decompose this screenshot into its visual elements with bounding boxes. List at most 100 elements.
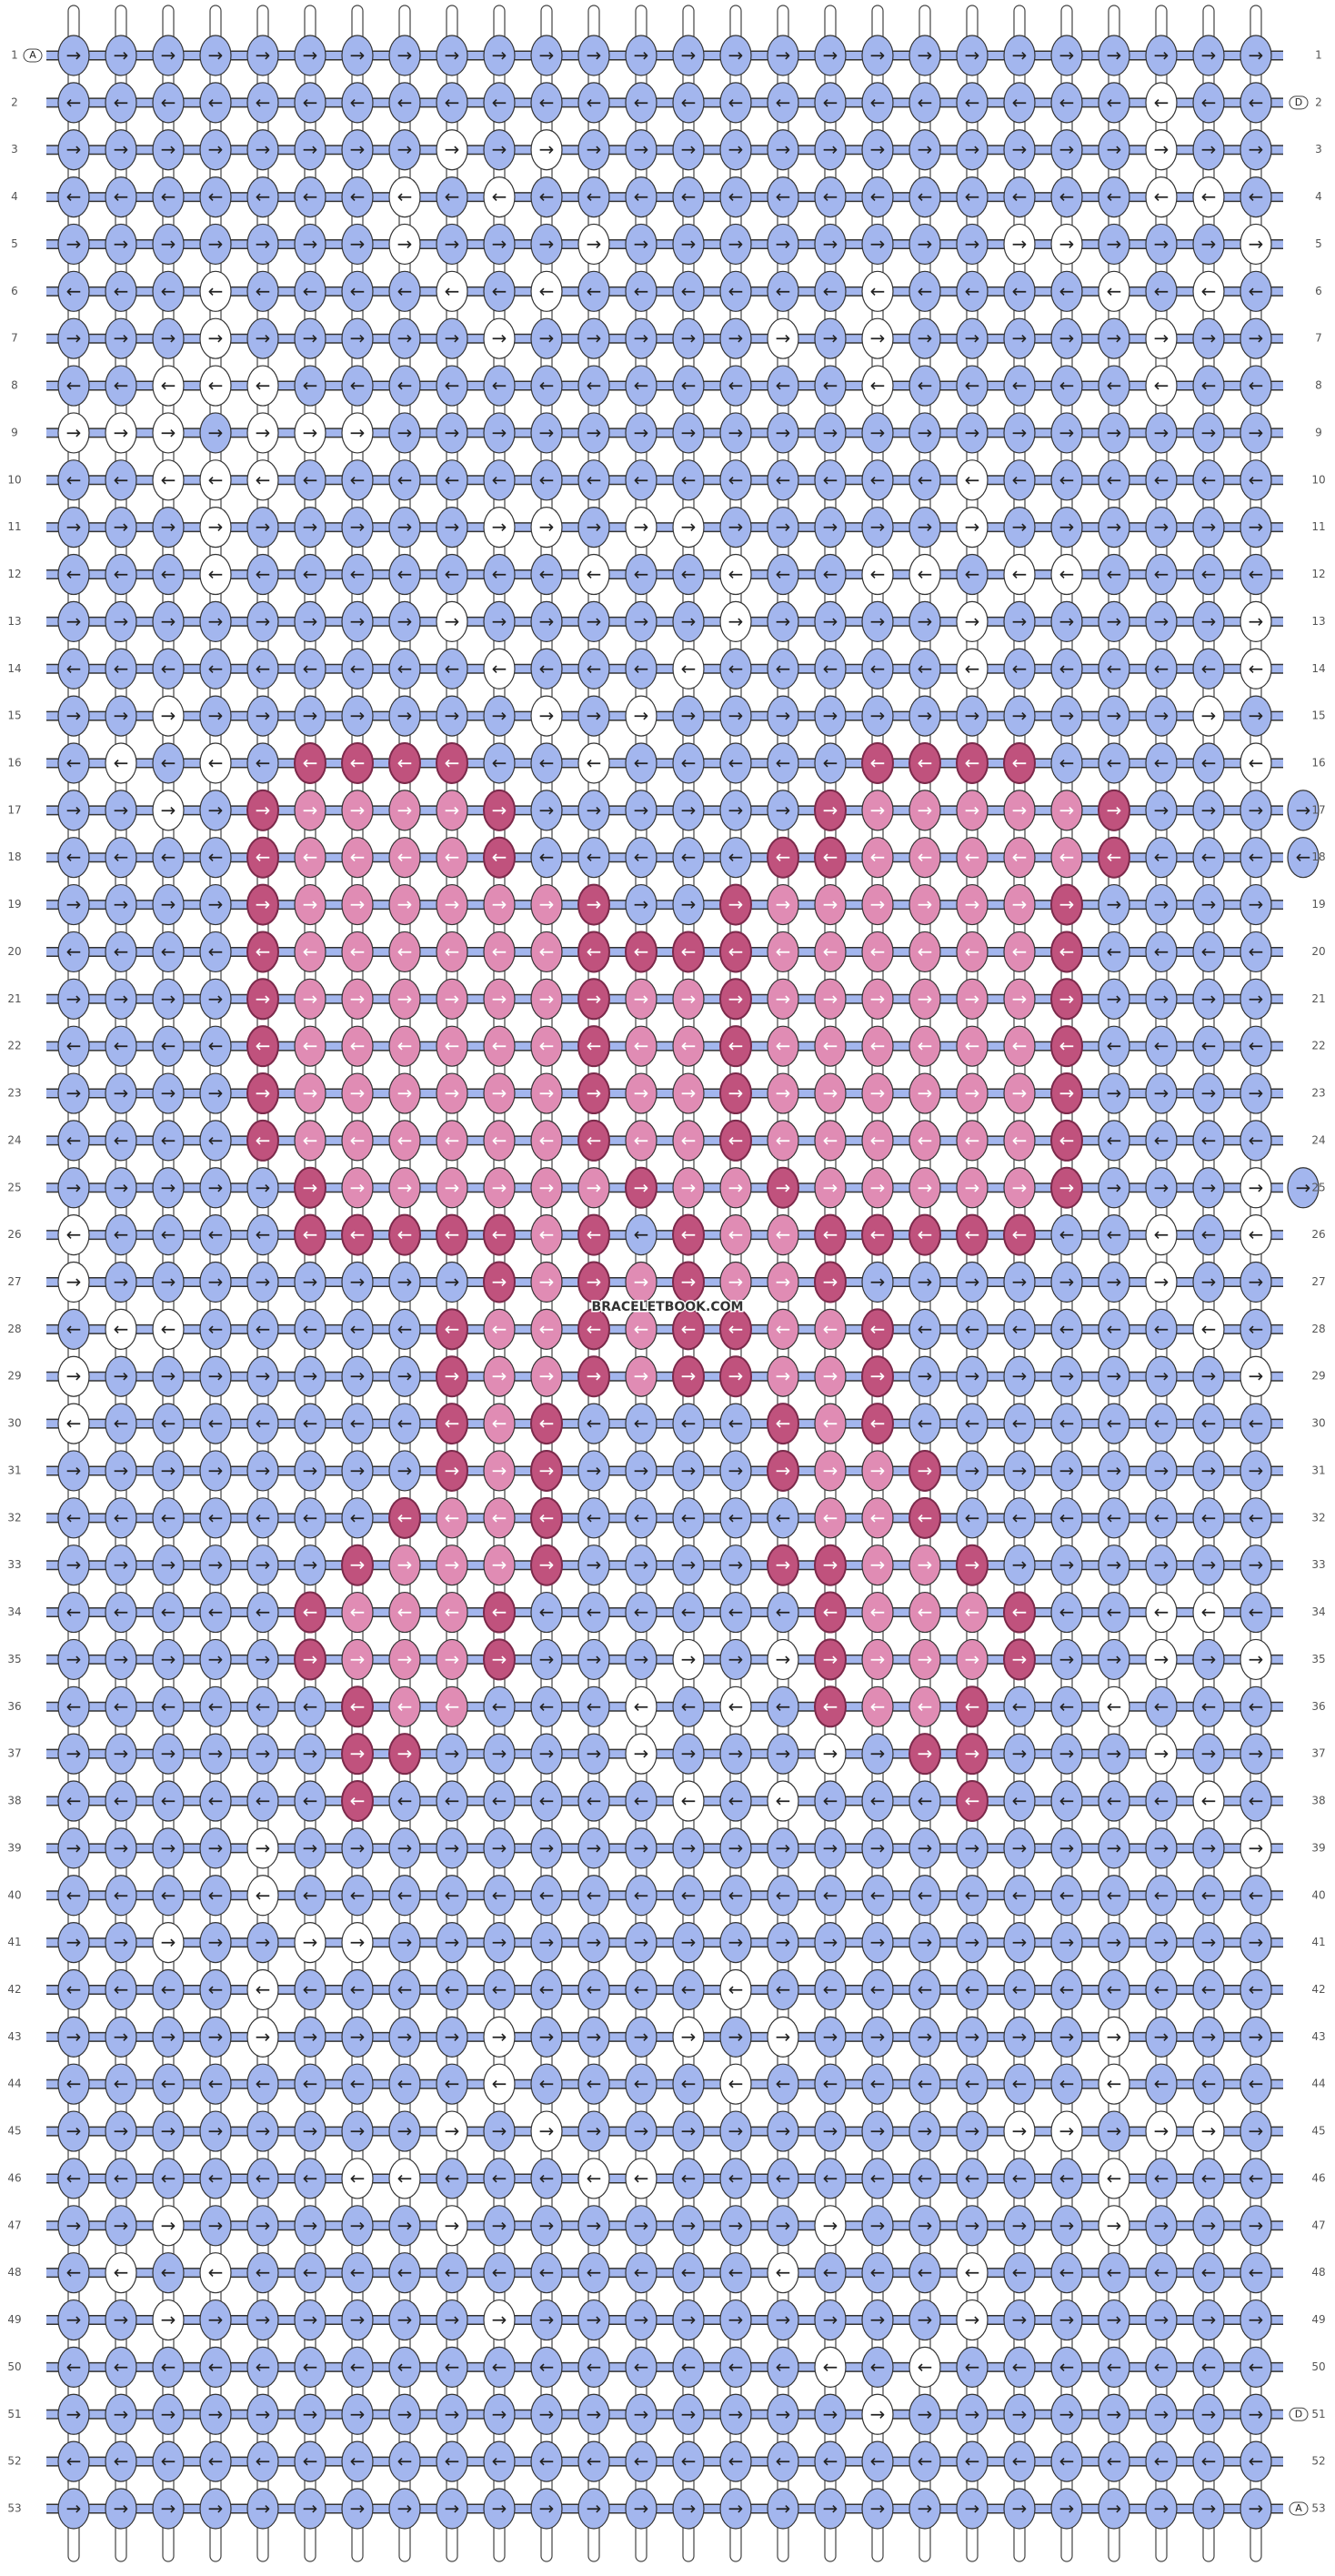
knot-arrow: → (208, 1082, 224, 1104)
knot-arrow: → (776, 988, 791, 1010)
knot-arrow: ← (1154, 1884, 1169, 1906)
knot-arrow: → (823, 988, 838, 1010)
knot (719, 317, 752, 359)
knot-arrow: ← (445, 1884, 460, 1906)
knot (1003, 600, 1036, 642)
knot-arrow: ← (445, 2450, 460, 2472)
knot (105, 600, 137, 642)
knot-arrow: → (445, 610, 460, 632)
knot-arrow: → (776, 233, 791, 255)
knot (1003, 648, 1036, 689)
knot-arrow: ← (587, 1129, 602, 1151)
knot-arrow: → (918, 1648, 933, 1670)
knot (152, 742, 185, 784)
knot-arrow: ← (114, 751, 129, 773)
knot-arrow: → (1012, 2309, 1028, 2330)
knot (388, 600, 421, 642)
knot-arrow: ← (681, 1978, 697, 2000)
row-label-right: 28 (1311, 1323, 1325, 1335)
knot (1240, 648, 1272, 689)
row-label-right: 50 (1311, 2360, 1325, 2373)
knot-arrow: ← (208, 1884, 224, 1906)
row-label-right: 4 (1315, 190, 1322, 203)
knot-arrow: → (492, 799, 507, 820)
knot (57, 270, 90, 312)
knot (341, 648, 374, 689)
knot-arrow: → (681, 2120, 697, 2142)
knot-arrow: → (965, 1836, 980, 1858)
knot-arrow: ← (66, 1129, 82, 1151)
knot-arrow: → (114, 233, 129, 255)
knot-arrow: ← (256, 658, 271, 679)
knot (246, 412, 279, 454)
knot-arrow: ← (681, 751, 697, 773)
knot (767, 648, 799, 689)
knot-arrow: → (1201, 233, 1217, 255)
knot-arrow: ← (823, 1884, 838, 1906)
knot-arrow: ← (1012, 1790, 1028, 1812)
knot-arrow: ← (114, 1601, 129, 1623)
knot-arrow: ← (776, 280, 791, 302)
knot-arrow: ← (1012, 2356, 1028, 2378)
knot-arrow: → (870, 2498, 886, 2520)
knot (672, 270, 705, 312)
knot (719, 129, 752, 171)
knot-arrow: → (161, 1176, 176, 1198)
knot-arrow: → (397, 233, 413, 255)
knot-arrow: ← (256, 186, 271, 207)
knot-arrow: → (870, 1836, 886, 1858)
knot-arrow: ← (303, 2450, 318, 2472)
knot-arrow: → (870, 2309, 886, 2330)
row-label-right: 44 (1311, 2078, 1325, 2090)
knot-arrow: ← (965, 186, 980, 207)
knot-arrow: ← (208, 1506, 224, 1528)
knot-arrow: ← (1154, 1413, 1169, 1434)
knot-arrow: ← (1249, 468, 1264, 490)
knot-arrow: → (208, 799, 224, 820)
knot-arrow: → (1201, 799, 1217, 820)
knot-arrow: → (634, 1176, 649, 1198)
knot-arrow: → (776, 45, 791, 66)
knot-arrow: ← (823, 2356, 838, 2378)
knot-arrow: ← (1249, 1696, 1264, 1717)
knot-arrow: ← (634, 1223, 649, 1245)
knot-arrow: ← (303, 1035, 318, 1057)
knot-arrow: ← (870, 280, 886, 302)
knot-arrow: → (445, 1271, 460, 1293)
knot-arrow: → (445, 1082, 460, 1104)
knot-arrow: → (114, 705, 129, 727)
knot-arrow: → (1201, 2403, 1217, 2425)
knot (57, 317, 90, 359)
knot-arrow: → (1154, 1459, 1169, 1481)
knot (1050, 507, 1083, 548)
knot-arrow: ← (492, 2356, 507, 2378)
knot (199, 507, 232, 548)
knot (199, 459, 232, 501)
row-label-right: 3 (1315, 143, 1322, 156)
knot-arrow: ← (1059, 2261, 1075, 2283)
knot (1240, 507, 1272, 548)
knot (956, 600, 989, 642)
knot-arrow: ← (823, 186, 838, 207)
knot-arrow: → (445, 421, 460, 443)
knot (767, 129, 799, 171)
knot-arrow: → (350, 2309, 366, 2330)
knot-arrow: → (1249, 1554, 1264, 1575)
knot-arrow: → (681, 1271, 697, 1293)
knot-arrow: → (397, 1743, 413, 1765)
knot-arrow: → (823, 1082, 838, 1104)
knot (483, 270, 516, 312)
knot-arrow: → (823, 2026, 838, 2048)
row-label-left: 17 (7, 803, 21, 816)
knot-arrow: → (1249, 610, 1264, 632)
knot (246, 223, 279, 266)
knot-arrow: ← (587, 1223, 602, 1245)
knot-arrow: → (114, 1176, 129, 1198)
knot-arrow: ← (1107, 1790, 1122, 1812)
knot-arrow: → (587, 138, 602, 160)
knot-arrow: ← (870, 1035, 886, 1057)
knot-arrow: → (256, 2214, 271, 2236)
knot-arrow: → (303, 1082, 318, 1104)
knot-arrow: → (256, 516, 271, 538)
knot-arrow: → (256, 2120, 271, 2142)
